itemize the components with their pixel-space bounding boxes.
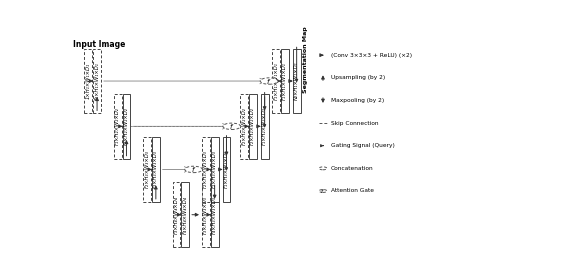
Text: F₁×H₂×W₂×D₂: F₁×H₂×W₂×D₂ — [262, 107, 267, 145]
Text: F₂×H₂×W₂×D₂: F₂×H₂×W₂×D₂ — [242, 107, 247, 145]
Text: 1×H₁×W₁×D₁: 1×H₁×W₁×D₁ — [86, 63, 91, 99]
Bar — [84, 49, 92, 113]
Ellipse shape — [319, 190, 327, 192]
Text: Concatenation: Concatenation — [331, 166, 374, 171]
Text: N₂×H₁×W₁×D₁: N₂×H₁×W₁×D₁ — [294, 62, 299, 101]
Text: Segmentation Map: Segmentation Map — [303, 26, 308, 93]
Ellipse shape — [223, 123, 241, 130]
Bar — [261, 94, 269, 159]
Bar — [211, 137, 218, 202]
Text: F₄×H₃×W₃×D₃: F₄×H₃×W₃×D₃ — [212, 196, 217, 234]
Bar — [181, 182, 189, 247]
Bar — [281, 49, 289, 113]
Bar — [93, 49, 101, 113]
Bar — [143, 137, 151, 202]
Text: Gating Signal (Query): Gating Signal (Query) — [331, 143, 395, 148]
Ellipse shape — [185, 166, 203, 173]
Bar — [272, 49, 280, 113]
Text: Attention Gate: Attention Gate — [331, 188, 374, 193]
Text: F₁×H₂×W₂×D₂: F₁×H₂×W₂×D₂ — [115, 107, 120, 145]
Ellipse shape — [260, 78, 278, 84]
Text: F₁×H₁×W₁×D₁: F₁×H₁×W₁×D₁ — [282, 62, 288, 100]
Bar — [211, 182, 218, 247]
Bar — [152, 137, 160, 202]
Text: F₃×H₃×W₃×D₃: F₃×H₃×W₃×D₃ — [153, 150, 158, 188]
Bar — [173, 182, 181, 247]
Bar — [202, 137, 210, 202]
Text: Input Image: Input Image — [73, 40, 125, 49]
Text: $f$: $f$ — [267, 76, 272, 85]
Text: (Conv 3×3×3 + ReLU) (×2): (Conv 3×3×3 + ReLU) (×2) — [331, 53, 412, 58]
Bar — [222, 137, 230, 202]
Bar — [202, 182, 210, 247]
Text: F₂×H₃×W₃×D₃: F₂×H₃×W₃×D₃ — [144, 150, 149, 188]
Text: F₁×H₃×W₃×D₃: F₁×H₃×W₃×D₃ — [224, 150, 229, 188]
Text: F₂×H₂×W₂×D₂: F₂×H₂×W₂×D₂ — [124, 107, 129, 145]
Bar — [293, 49, 301, 113]
Text: F₃×H₃×W₃×D₃: F₃×H₃×W₃×D₃ — [203, 196, 208, 234]
Text: $f$: $f$ — [229, 122, 234, 131]
Bar — [249, 94, 257, 159]
Text: Upsampling (by 2): Upsampling (by 2) — [331, 75, 385, 80]
Bar — [122, 94, 130, 159]
Text: F₂×H₃×W₃×D₃: F₂×H₃×W₃×D₃ — [203, 150, 208, 188]
Text: F₄×H₄×W₄×D₄: F₄×H₄×W₄×D₄ — [183, 196, 188, 234]
Text: Skip Connection: Skip Connection — [331, 121, 378, 125]
Text: F₁×H₁×W₁×D₁: F₁×H₁×W₁×D₁ — [95, 62, 100, 100]
Text: Maxpooling (by 2): Maxpooling (by 2) — [331, 98, 384, 103]
Text: F₂×H₂×W₂×D₂: F₂×H₂×W₂×D₂ — [250, 107, 255, 145]
Bar — [114, 94, 122, 159]
Text: $f$: $f$ — [191, 165, 196, 174]
Text: F₂×H₃×W₃×D₃: F₂×H₃×W₃×D₃ — [212, 150, 217, 188]
Text: $f$: $f$ — [320, 187, 325, 195]
Bar — [240, 94, 248, 159]
Text: F₁×H₁×W₁×D₁: F₁×H₁×W₁×D₁ — [273, 62, 278, 100]
Text: F₃×H₄×W₄×D₄: F₃×H₄×W₄×D₄ — [174, 196, 179, 234]
